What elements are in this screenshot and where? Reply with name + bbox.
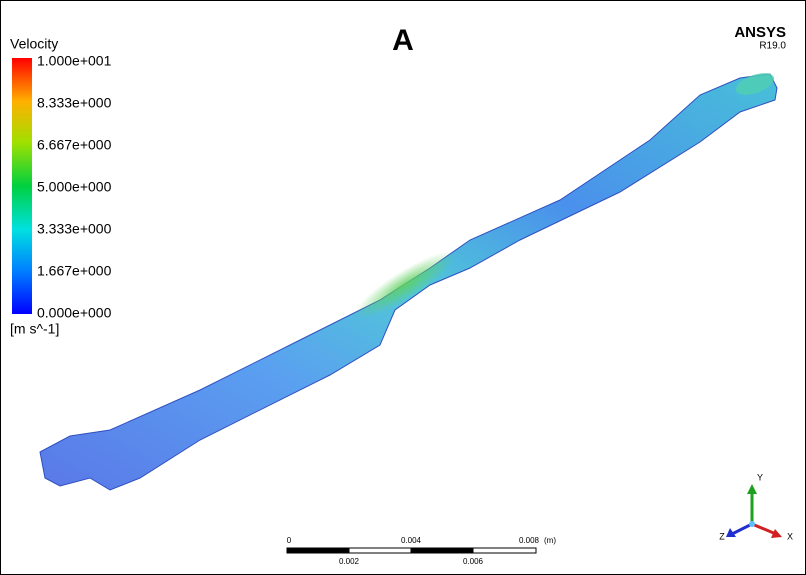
triad-x [751,522,777,536]
scale-segment [348,547,412,554]
triad-label: Z [719,531,725,541]
scale-bar [286,547,537,554]
triad-z-head [726,528,736,537]
triad-z [731,522,753,536]
legend-label: 3.333e+000 [37,221,112,237]
triad-origin [749,521,755,527]
scale-label: 0 [287,536,292,545]
scale-segment [472,547,537,554]
triad-y-head [747,484,757,494]
scale-segment [410,547,474,554]
triad-x-head [771,529,782,538]
axis-triad [726,484,782,538]
scale-label: 0.002 [339,557,360,566]
scale-label: 0.004 [401,536,422,545]
brand-version: R19.0 [759,41,786,52]
triad-label: Y [757,472,763,482]
legend-label: 1.667e+000 [37,263,112,279]
scale-unit: (m) [544,536,556,545]
figure-label: A [392,24,414,57]
legend-unit: [m s^-1] [10,321,59,337]
scale-label: 0.008 [519,536,540,545]
triad-label: X [787,531,793,541]
stenosis [353,251,457,319]
outlet [735,73,775,95]
legend-label: 6.667e+000 [37,137,112,153]
scale-segment [286,547,350,554]
scale-label: 0.006 [463,557,484,566]
legend-label: 5.000e+000 [37,179,112,195]
brand-name: ANSYS [734,24,786,41]
legend-title: Velocity [10,36,58,52]
legend-label: 8.333e+000 [37,95,112,111]
legend-label: 1.000e+001 [37,53,112,69]
legend-labels: 1.000e+001 8.333e+000 6.667e+000 5.000e+000… [37,53,112,321]
color-bar [12,58,32,314]
legend-label: 0.000e+000 [37,305,112,321]
